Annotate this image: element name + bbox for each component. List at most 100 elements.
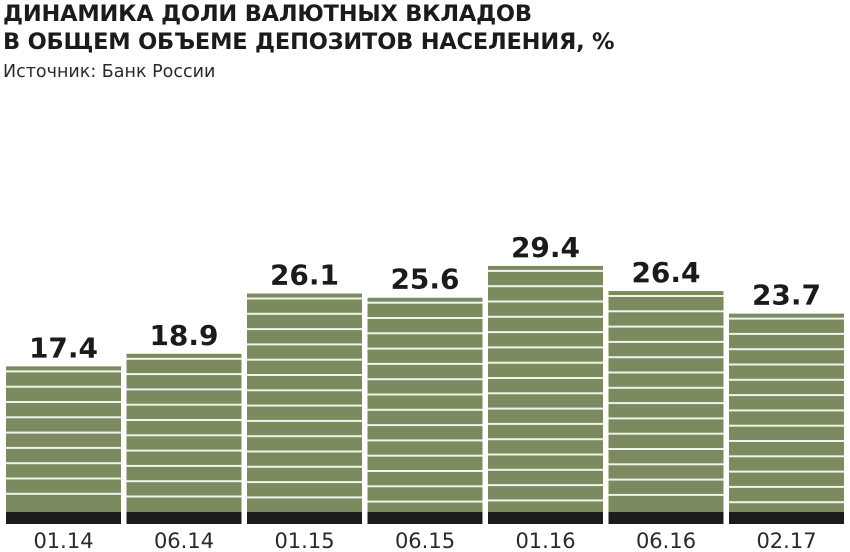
tick-label: 01.15 bbox=[274, 529, 334, 552]
bar-group: 17.4 01.14 bbox=[6, 331, 121, 552]
tick-label: 02.17 bbox=[756, 529, 816, 552]
bar-stripe bbox=[6, 401, 121, 403]
bar-stripe bbox=[608, 295, 724, 297]
tick-label: 01.16 bbox=[515, 529, 575, 552]
tick-label: 06.16 bbox=[636, 529, 696, 552]
bar-stripe bbox=[608, 432, 724, 435]
bar-stripe bbox=[729, 348, 844, 351]
bar-stripe bbox=[488, 484, 603, 487]
bar-stripe bbox=[126, 434, 242, 437]
bar-stripe bbox=[6, 431, 121, 434]
bar-stripe bbox=[367, 500, 483, 503]
bar-stripe bbox=[488, 392, 603, 395]
bar-stripe bbox=[247, 374, 362, 376]
bar-stripe bbox=[729, 455, 844, 458]
bar-stripe bbox=[608, 417, 724, 420]
bar-stripe bbox=[367, 347, 483, 350]
bar-stripe bbox=[608, 356, 724, 359]
value-label: 23.7 bbox=[752, 279, 821, 312]
bar-stripe bbox=[608, 310, 724, 313]
bar-stripe bbox=[126, 419, 242, 421]
bar-stripe bbox=[488, 346, 603, 349]
bar-stripe bbox=[729, 440, 844, 442]
bar-stripe bbox=[247, 328, 362, 331]
bar-baseline bbox=[488, 512, 603, 524]
bar-stripe bbox=[126, 449, 242, 452]
bar-stripe bbox=[608, 402, 724, 405]
bar-stripe bbox=[6, 477, 121, 480]
bar-baseline bbox=[6, 512, 121, 524]
bar-stripe bbox=[367, 470, 483, 472]
bar-stripe bbox=[608, 371, 724, 374]
bar-stripe bbox=[6, 385, 121, 388]
bar-stripe bbox=[367, 378, 483, 381]
value-label: 29.4 bbox=[511, 231, 580, 264]
bar-stripe bbox=[729, 485, 844, 488]
bar-stripe bbox=[6, 416, 121, 419]
bar-stripe bbox=[488, 315, 603, 318]
bar-stripe bbox=[488, 377, 603, 379]
bar-01.15 bbox=[247, 293, 362, 512]
value-label: 18.9 bbox=[149, 319, 218, 352]
bar-02.17 bbox=[729, 313, 844, 512]
bar-stripe bbox=[729, 394, 844, 397]
bar-stripe bbox=[126, 495, 242, 498]
bar-stripe bbox=[488, 407, 603, 410]
bar-stripe bbox=[367, 408, 483, 411]
bar-stripe bbox=[247, 450, 362, 453]
bar-stripe bbox=[729, 409, 844, 412]
bar-stripe bbox=[608, 448, 724, 450]
value-label: 26.1 bbox=[270, 259, 339, 292]
tick-label: 06.15 bbox=[395, 529, 455, 552]
bar-stripe bbox=[367, 317, 483, 319]
tick-label: 06.14 bbox=[154, 529, 214, 552]
bar-baseline bbox=[367, 512, 483, 524]
bar-stripe bbox=[729, 501, 844, 504]
bar-stripe bbox=[126, 388, 242, 391]
bar-stripe bbox=[488, 269, 603, 272]
bar-stripe bbox=[126, 480, 242, 483]
bar-stripe bbox=[247, 419, 362, 422]
bar-stripe bbox=[488, 361, 603, 364]
bar-stripe bbox=[367, 485, 483, 488]
bar-stripe bbox=[247, 389, 362, 392]
bar-stripe bbox=[6, 370, 121, 373]
bar-stripe bbox=[729, 317, 844, 320]
bar-stripe bbox=[126, 357, 242, 360]
bar-baseline bbox=[126, 512, 242, 524]
bar-stripe bbox=[247, 481, 362, 484]
bar-stripe bbox=[247, 435, 362, 438]
bar-group: 29.4 01.16 bbox=[488, 231, 603, 552]
bar-stripe bbox=[608, 325, 724, 328]
bar-stripe bbox=[488, 285, 603, 288]
chart-title-line-2: В ОБЩЕМ ОБЪЕМЕ ДЕПОЗИТОВ НАСЕЛЕНИЯ, % bbox=[3, 29, 615, 55]
bar-stripe bbox=[729, 424, 844, 427]
bar-stripe bbox=[126, 464, 242, 467]
bar-stripe bbox=[247, 312, 362, 315]
bar-stripe bbox=[126, 403, 242, 406]
bar-stripe bbox=[608, 493, 724, 496]
bar-stripe bbox=[608, 463, 724, 466]
bar-stripe bbox=[608, 340, 724, 343]
tick-label: 01.14 bbox=[33, 529, 93, 552]
bar-stripe bbox=[247, 358, 362, 361]
bar-group: 18.9 06.14 bbox=[126, 319, 242, 552]
bar-stripe bbox=[367, 424, 483, 427]
bar-stripe bbox=[367, 362, 483, 365]
chart-title: ДИНАМИКА ДОЛИ ВАЛЮТНЫХ ВКЛАДОВ В ОБЩЕМ О… bbox=[3, 0, 615, 56]
bar-stripe bbox=[367, 454, 483, 457]
bar-group: 26.4 06.16 bbox=[608, 256, 724, 552]
bar-stripe bbox=[247, 404, 362, 407]
value-label: 17.4 bbox=[29, 331, 98, 364]
value-label: 25.6 bbox=[390, 263, 459, 296]
bar-stripe bbox=[247, 343, 362, 346]
bar-01.14 bbox=[6, 366, 121, 512]
bar-stripe bbox=[729, 470, 844, 473]
bar-stripe bbox=[729, 378, 844, 381]
bar-stripe bbox=[488, 422, 603, 425]
bar-stripe bbox=[488, 499, 603, 502]
bar-stripe bbox=[247, 297, 362, 300]
bar-stripe bbox=[488, 468, 603, 471]
bar-stripe bbox=[6, 462, 121, 465]
bar-baseline bbox=[608, 512, 724, 524]
